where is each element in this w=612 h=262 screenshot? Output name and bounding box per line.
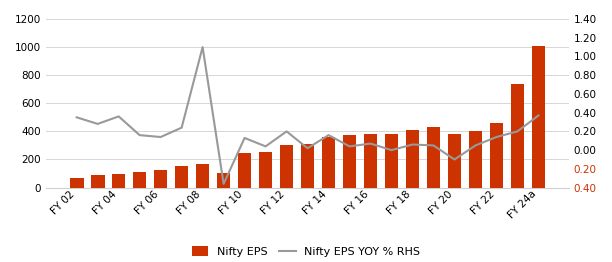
Bar xyxy=(385,134,398,188)
Bar xyxy=(70,178,83,188)
Bar xyxy=(91,175,105,188)
Bar xyxy=(112,174,125,188)
Bar xyxy=(469,131,482,188)
Bar xyxy=(280,145,293,188)
Bar xyxy=(427,127,440,188)
Bar xyxy=(300,144,315,188)
Bar xyxy=(343,135,356,188)
Bar xyxy=(532,46,545,188)
Bar xyxy=(490,123,503,188)
Bar xyxy=(510,84,524,188)
Bar xyxy=(322,137,335,188)
Bar xyxy=(238,153,252,188)
Bar xyxy=(154,170,168,188)
Bar xyxy=(217,173,231,188)
Bar xyxy=(196,165,209,188)
Bar xyxy=(175,166,188,188)
Bar xyxy=(133,172,146,188)
Legend: Nifty EPS, Nifty EPS YOY % RHS: Nifty EPS, Nifty EPS YOY % RHS xyxy=(187,242,425,262)
Bar xyxy=(364,134,378,188)
Bar xyxy=(259,152,272,188)
Bar xyxy=(447,134,461,188)
Bar xyxy=(406,130,419,188)
